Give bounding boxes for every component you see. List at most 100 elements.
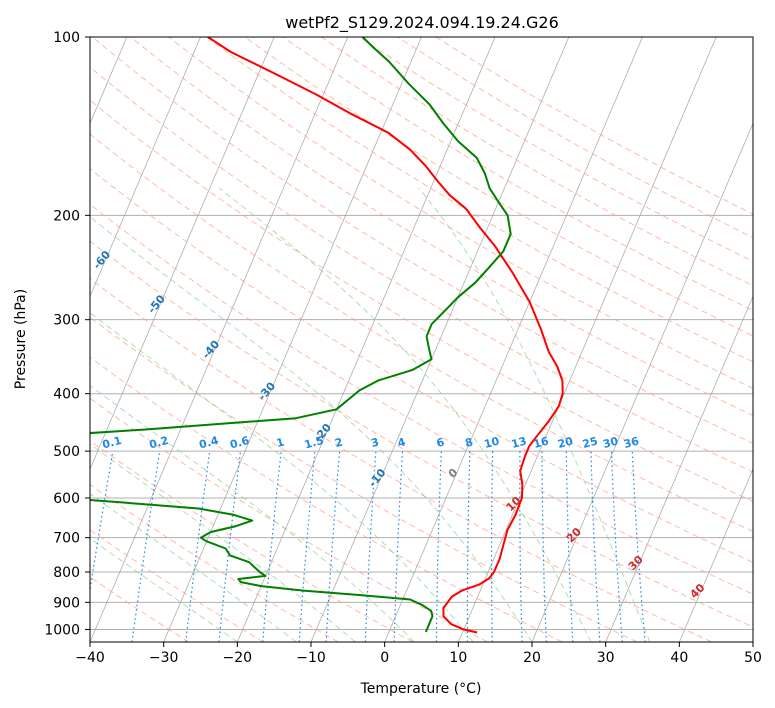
- dry-adiabat-line: [90, 440, 414, 642]
- y-axis-label: Pressure (hPa): [13, 289, 29, 389]
- mixing-ratio-label: 10: [483, 434, 501, 451]
- mixing-ratio-label: 8: [464, 435, 475, 450]
- mixing-ratio-line: [325, 451, 341, 642]
- dry-adiabat-line: [90, 133, 753, 533]
- isotherm-line: [531, 122, 753, 642]
- moist-adiabat-line: [90, 493, 297, 642]
- mixing-ratio-line: [393, 451, 404, 642]
- mixing-ratio-label: 30: [602, 434, 620, 451]
- dry-adiabat-line: [168, 37, 753, 389]
- mixing-ratio-label: 25: [581, 434, 599, 451]
- x-tick-label: −20: [223, 650, 253, 666]
- series-layer: [90, 37, 564, 634]
- mixing-ratio-label: 1.5: [303, 434, 325, 452]
- mixing-ratio-label: 20: [556, 434, 574, 451]
- mixing-ratio-line: [565, 451, 574, 642]
- mixing-ratio-label: 0.4: [198, 434, 221, 452]
- mixing-ratio-line: [131, 451, 161, 642]
- dry-adiabat-line: [90, 203, 753, 595]
- y-tick-label: 400: [53, 387, 80, 403]
- mixing-ratio-line: [435, 451, 442, 642]
- dry-adiabat-line: [90, 483, 339, 642]
- isotherm-line: [90, 37, 201, 298]
- mixing-ratio-line: [541, 451, 547, 642]
- x-tick-label: −10: [296, 650, 326, 666]
- dry-adiabat-line: [90, 99, 753, 502]
- dry-adiabat-line: [244, 37, 753, 337]
- dry-adiabat-line: [90, 397, 488, 642]
- mixing-ratio-line: [90, 450, 114, 594]
- moist-adiabat-label: 20: [564, 525, 584, 545]
- mixing-ratio-label: 16: [532, 434, 550, 451]
- mixing-ratio-line: [262, 451, 282, 642]
- dry-adiabat-line: [359, 37, 753, 263]
- mixing-ratio-line: [298, 451, 316, 642]
- mixing-ratio-line: [519, 451, 523, 642]
- moist-adiabat-label: 10: [504, 494, 524, 514]
- moist-adiabat-label: 0: [446, 466, 461, 481]
- dry-adiabat-label: -10: [366, 466, 389, 490]
- dry-adiabat-label: -30: [255, 379, 278, 403]
- mixing-ratio-label: 0.1: [101, 434, 123, 452]
- dry-adiabat-line: [91, 37, 753, 445]
- dry-adiabat-line: [90, 529, 264, 642]
- mixing-ratio-line: [364, 451, 377, 642]
- temperature-trace: [207, 37, 564, 634]
- moist-adiabat-label: 30: [626, 553, 646, 573]
- mixing-ratio-label: 2: [333, 435, 344, 450]
- grid-layer: [90, 37, 753, 642]
- y-tick-label: 900: [53, 595, 80, 611]
- dry-adiabat-line: [206, 37, 753, 363]
- mixing-ratio-line: [466, 451, 471, 642]
- y-tick-label: 300: [53, 313, 80, 329]
- plot-frame: [89, 36, 754, 643]
- moist-adiabat-line: [90, 443, 356, 642]
- mixing-ratio-line: [490, 451, 494, 642]
- x-tick-label: 30: [597, 650, 615, 666]
- dry-adiabat-line: [435, 37, 753, 215]
- mixing-ratio-label: 3: [370, 435, 381, 450]
- x-tick-label: 0: [380, 650, 389, 666]
- chart-title: wetPf2_S129.2024.094.19.24.G26: [285, 13, 559, 33]
- dry-adiabat-line: [90, 240, 753, 628]
- dry-adiabat-line: [130, 37, 753, 417]
- x-tick-label: 10: [449, 650, 467, 666]
- x-tick-label: −40: [75, 650, 105, 666]
- mixing-ratio-label: 36: [622, 434, 640, 451]
- dry-adiabat-label: -60: [90, 248, 113, 272]
- axes-layer: −40 −30 −20 −10 0 10 20 30 40 5010020030040050060…: [44, 30, 762, 666]
- moist-adiabat-line: [418, 187, 651, 642]
- moist-adiabat-line: [90, 216, 533, 642]
- mixing-ratio-label: 4: [396, 435, 407, 450]
- isotherm-line: [678, 468, 753, 642]
- y-tick-label: 100: [53, 30, 80, 46]
- y-tick-label: 600: [53, 491, 80, 507]
- isotherm-line: [90, 37, 349, 642]
- isotherm-line: [384, 37, 643, 642]
- isotherm-line: [457, 37, 717, 642]
- mixing-ratio-line: [631, 451, 646, 642]
- mixing-ratio-label: 13: [510, 434, 528, 451]
- mixing-ratio-line: [218, 451, 242, 642]
- mixing-ratio-label: 1: [275, 435, 286, 450]
- y-tick-label: 1000: [44, 622, 80, 638]
- dry-adiabat-line: [90, 356, 563, 642]
- x-tick-label: 20: [523, 650, 541, 666]
- isotherm-line: [236, 37, 496, 642]
- mixing-ratio-line: [610, 451, 623, 642]
- isotherm-line: [90, 37, 275, 471]
- x-tick-label: −30: [149, 650, 179, 666]
- dry-adiabat-label: -40: [200, 338, 223, 362]
- x-axis-label: Temperature (°C): [360, 681, 482, 697]
- dry-adiabat-label: -50: [145, 292, 168, 316]
- mixing-ratio-label: 0.2: [148, 434, 170, 452]
- moist-adiabat-line: [90, 311, 474, 642]
- y-tick-label: 200: [53, 208, 80, 224]
- mixing-ratio-label: 6: [435, 435, 446, 450]
- x-tick-label: 50: [744, 650, 762, 666]
- dry-adiabat-line: [90, 278, 712, 642]
- y-tick-label: 700: [53, 531, 80, 547]
- dewpoint-trace: [90, 37, 512, 633]
- y-tick-label: 800: [53, 565, 80, 581]
